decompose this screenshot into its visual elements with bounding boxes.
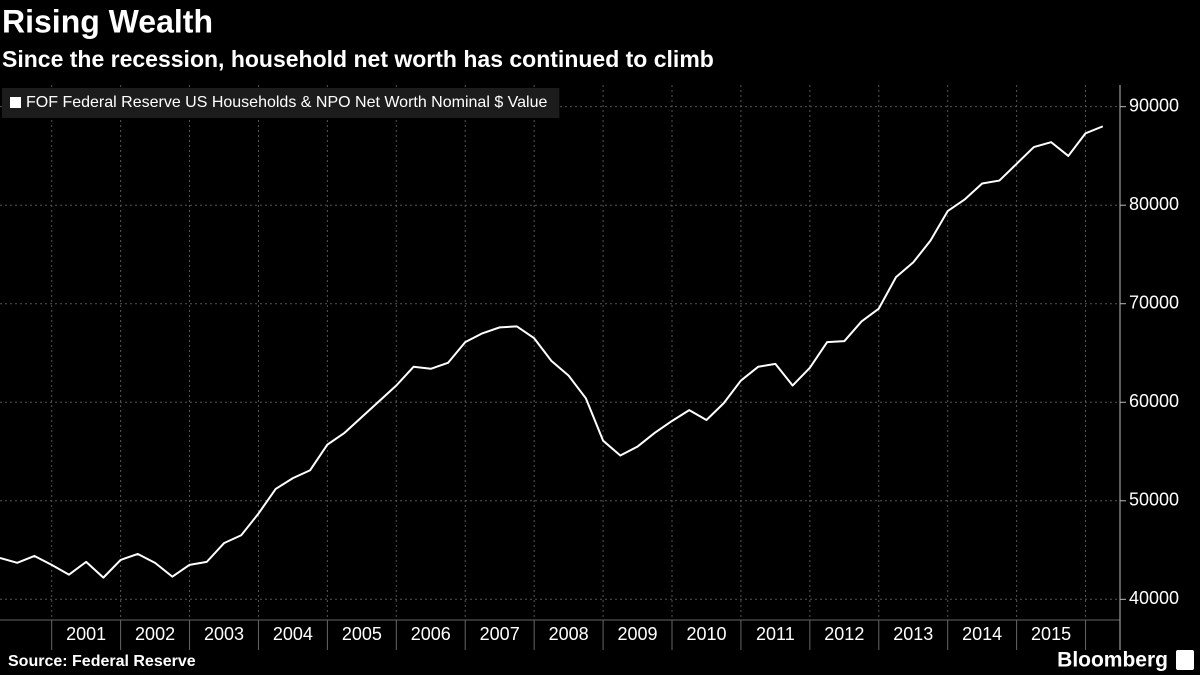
x-tick-label: 2010 bbox=[686, 624, 726, 644]
x-tick-label: 2009 bbox=[618, 624, 658, 644]
y-tick-label: 60000 bbox=[1129, 391, 1179, 411]
chart-subtitle: Since the recession, household net worth… bbox=[2, 46, 714, 72]
y-tick-label: 90000 bbox=[1129, 95, 1179, 115]
x-tick-label: 2004 bbox=[273, 624, 313, 644]
x-tick-label: 2002 bbox=[135, 624, 175, 644]
x-tick-label: 2001 bbox=[66, 624, 106, 644]
x-tick-label: 2008 bbox=[549, 624, 589, 644]
line bbox=[0, 125, 1104, 579]
y-tick-label: 70000 bbox=[1129, 292, 1179, 312]
y-tick-label: 40000 bbox=[1129, 588, 1179, 608]
brand-icon bbox=[1176, 650, 1194, 670]
x-tick-label: 2011 bbox=[756, 624, 795, 644]
x-tick-label: 2006 bbox=[411, 624, 451, 644]
legend-label: FOF Federal Reserve US Households & NPO … bbox=[26, 94, 547, 111]
x-tick-label: 2005 bbox=[342, 624, 382, 644]
x-tick-label: 2013 bbox=[893, 624, 933, 644]
chart-title: Rising Wealth bbox=[2, 3, 213, 39]
legend-swatch bbox=[10, 97, 21, 108]
x-tick-label: 2012 bbox=[824, 624, 864, 644]
source: Source: Federal Reserve bbox=[8, 653, 196, 670]
x-tick-label: 2014 bbox=[962, 624, 1002, 644]
legend-box bbox=[2, 88, 560, 118]
y-tick-label: 50000 bbox=[1129, 490, 1179, 510]
y-tick-label: 80000 bbox=[1129, 194, 1179, 214]
x-tick-label: 2015 bbox=[1031, 624, 1071, 644]
brand: Bloomberg bbox=[1057, 649, 1168, 672]
x-tick-label: 2003 bbox=[204, 624, 244, 644]
x-tick-label: 2007 bbox=[480, 624, 520, 644]
